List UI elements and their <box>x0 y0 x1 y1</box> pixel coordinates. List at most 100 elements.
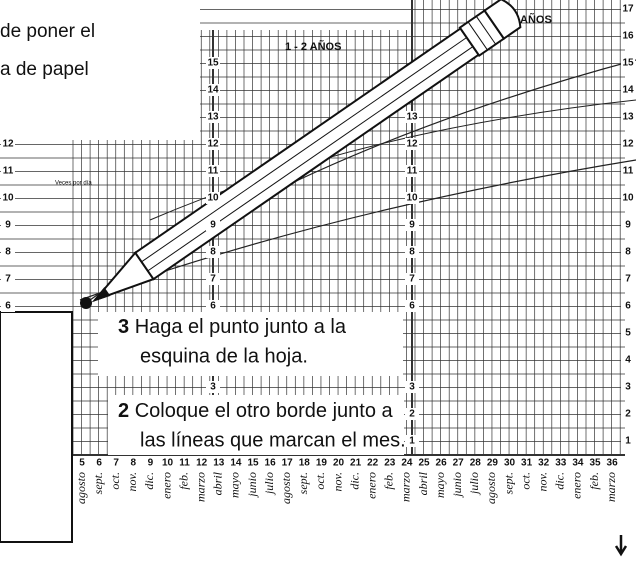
month-number: 33 <box>555 458 567 469</box>
axis-label: 9 <box>210 220 216 231</box>
axis-label: 7 <box>210 274 216 285</box>
month-name: sept. <box>296 472 310 494</box>
month-name: junio <box>245 472 259 499</box>
tick-bg <box>502 457 517 468</box>
axis-label: 3 <box>409 382 415 393</box>
month-name: sept. <box>91 472 105 494</box>
tick-bg <box>177 457 192 468</box>
month-name: agosto <box>74 472 88 504</box>
month-name: feb. <box>176 472 190 490</box>
tick-bg <box>206 192 220 204</box>
tick-bg <box>405 192 419 204</box>
tick-bg <box>621 435 635 447</box>
header-line: a de papel <box>0 59 89 80</box>
axis-label: 14 <box>207 85 219 96</box>
tick-bg <box>1 219 15 231</box>
month-name: oct. <box>313 472 327 490</box>
tick-bg <box>365 457 380 468</box>
tick-bg <box>417 457 431 468</box>
growth-curve <box>79 159 636 301</box>
tick-bg <box>621 165 635 177</box>
tick-bg <box>348 457 363 468</box>
month-number: 11 <box>179 458 190 469</box>
axis-label: 10 <box>406 193 418 204</box>
tick-bg <box>621 192 635 204</box>
tick-bg <box>405 111 419 123</box>
month-name: agosto <box>279 472 293 504</box>
axis-label: 11 <box>407 166 418 177</box>
month-number: 26 <box>436 458 448 469</box>
axis-label: 3 <box>625 382 631 393</box>
month-number: 24 <box>401 458 413 469</box>
tick-bg <box>206 300 220 312</box>
axis-label: 7 <box>5 274 11 285</box>
month-name: julio <box>467 472 481 496</box>
axis-label: 10 <box>207 193 219 204</box>
month-name: dic. <box>553 472 567 490</box>
dot <box>80 297 92 309</box>
arrow <box>614 535 628 557</box>
axis-label: 8 <box>210 247 216 258</box>
axis-label: 12 <box>207 139 219 150</box>
step-line: Haga el punto junto a la <box>135 316 347 338</box>
month-number: 16 <box>265 458 277 469</box>
tick-bg <box>588 457 602 468</box>
step-line: las líneas que marcan el mes. <box>140 429 406 451</box>
tick-bg <box>143 457 158 468</box>
axis-label: 9 <box>409 220 415 231</box>
month-name: abril <box>416 471 430 495</box>
pencil <box>91 0 522 303</box>
tick-bg <box>621 300 635 312</box>
month-number: 5 <box>79 458 85 469</box>
axis-label: 12 <box>2 139 14 150</box>
tick-bg <box>405 435 419 447</box>
tick-bg <box>206 273 220 285</box>
tick-bg <box>553 457 568 468</box>
axis-label: 8 <box>409 247 415 258</box>
month-number: 7 <box>113 458 119 469</box>
tick-bg <box>280 457 295 468</box>
tick-bg <box>206 84 220 96</box>
axis-label: 13 <box>207 112 219 123</box>
axis-label: 2 <box>625 409 631 420</box>
month-number: 28 <box>470 458 482 469</box>
month-name: dic. <box>347 472 361 490</box>
month-number: 6 <box>96 458 102 469</box>
labels: 1211109876151413121110987631312111098763… <box>1 3 635 504</box>
axis-label: 6 <box>210 301 216 312</box>
month-number: 27 <box>453 458 465 469</box>
tick-bg <box>206 381 220 393</box>
tick-bg <box>246 457 260 468</box>
month-name: marzo <box>604 472 618 502</box>
month-name: oct. <box>108 472 122 490</box>
tick-bg <box>75 457 89 468</box>
tick-bg <box>621 30 635 42</box>
month-name: feb. <box>382 472 396 490</box>
step: 2 Coloque el otro borde junto a <box>118 400 394 422</box>
axis-label: 9 <box>5 220 11 231</box>
tick-bg <box>536 457 551 468</box>
tick-bg <box>331 457 346 468</box>
month-number: 31 <box>521 458 533 469</box>
tick-bg <box>405 138 419 150</box>
step-bg <box>108 395 404 455</box>
tick-bg <box>621 84 635 96</box>
tick-bg <box>621 381 635 393</box>
month-name: junio <box>450 472 464 499</box>
tick-bg <box>451 457 466 468</box>
axis-label: 8 <box>625 247 631 258</box>
tick-bg <box>1 192 15 204</box>
step-line: Coloque el otro borde junto a <box>135 400 394 422</box>
axis-label: 10 <box>622 193 634 204</box>
step-number: 3 <box>118 316 129 338</box>
tick-bg <box>485 457 500 468</box>
month-number: 36 <box>607 458 619 469</box>
tick-bg <box>621 354 635 366</box>
month-number: 34 <box>572 458 584 469</box>
tick-bg <box>126 457 141 468</box>
years-label: 1 - 2 AÑOS <box>285 40 341 53</box>
tick-bg <box>405 273 419 285</box>
axis-label: 9 <box>625 220 631 231</box>
month-number: 14 <box>230 458 242 469</box>
